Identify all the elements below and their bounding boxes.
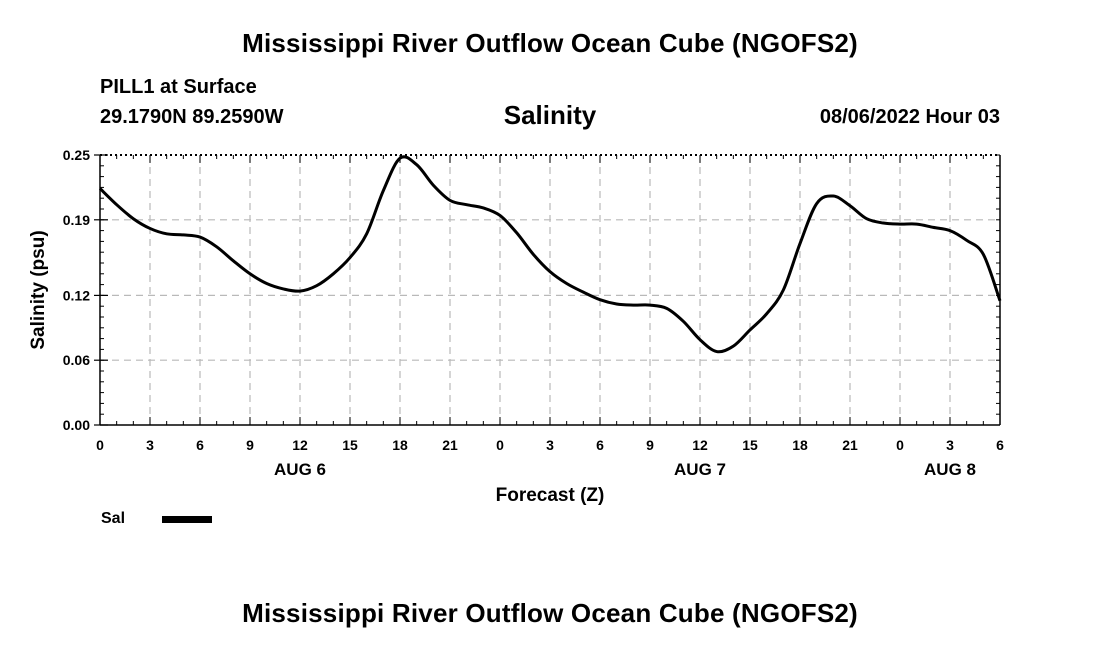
- x-tick-label: 18: [792, 437, 808, 453]
- x-tick-label: 18: [392, 437, 408, 453]
- legend-label-sal: Sal: [101, 510, 126, 527]
- y-tick-label: 0.00: [63, 417, 90, 433]
- x-tick-label: 0: [496, 437, 504, 453]
- station-coordinates: 29.1790N 89.2590W: [100, 106, 284, 128]
- x-tick-label: 3: [546, 437, 554, 453]
- x-tick-label: 3: [946, 437, 954, 453]
- x-tick-label: 0: [96, 437, 104, 453]
- series-line-sal: [98, 155, 1002, 354]
- chart-subtitle: Salinity: [503, 100, 597, 130]
- x-tick-label: 6: [996, 437, 1004, 453]
- x-tick-label: 6: [596, 437, 604, 453]
- x-tick-label: 21: [842, 437, 858, 453]
- y-tick-label: 0.19: [63, 212, 90, 228]
- x-tick-label: 0: [896, 437, 904, 453]
- x-tick-label: 9: [246, 437, 254, 453]
- x-tick-label: 15: [342, 437, 358, 453]
- x-tick-label: 9: [646, 437, 654, 453]
- y-tick-label: 0.06: [63, 352, 90, 368]
- chart-main-title: Mississippi River Outflow Ocean Cube (NG…: [242, 28, 858, 58]
- footer-title: Mississippi River Outflow Ocean Cube (NG…: [242, 598, 858, 628]
- day-label: AUG 8: [924, 460, 976, 479]
- x-tick-label: 12: [692, 437, 708, 453]
- x-axis-label: Forecast (Z): [496, 485, 605, 506]
- legend-swatch-sal: [162, 516, 212, 523]
- y-tick-label: 0.12: [63, 287, 90, 303]
- forecast-datetime: 08/06/2022 Hour 03: [819, 106, 1000, 128]
- x-tick-label: 15: [742, 437, 758, 453]
- day-label: AUG 7: [674, 460, 726, 479]
- y-tick-label: 0.25: [63, 147, 90, 163]
- day-label: AUG 6: [274, 460, 326, 479]
- x-tick-label: 3: [146, 437, 154, 453]
- y-axis-label: Salinity (psu): [28, 230, 49, 349]
- station-label: PILL1 at Surface: [100, 76, 257, 98]
- x-tick-label: 12: [292, 437, 308, 453]
- x-tick-label: 6: [196, 437, 204, 453]
- x-tick-label: 21: [442, 437, 458, 453]
